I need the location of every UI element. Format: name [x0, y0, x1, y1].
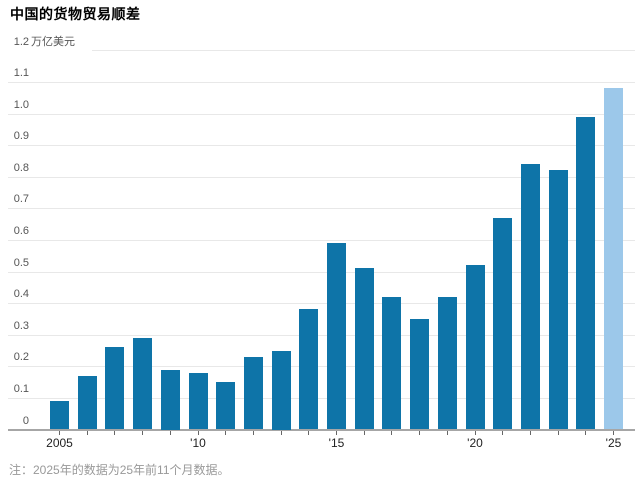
y-axis-tick-label: 0.1: [13, 382, 29, 395]
x-axis-tick-mark: [114, 430, 116, 435]
x-axis-tick-label: '25: [605, 435, 622, 450]
x-axis-tick-mark: [197, 430, 199, 435]
y-axis-tick-label: 0.6: [13, 224, 29, 237]
bar-2021: [493, 217, 513, 430]
bar-2025: [604, 88, 623, 430]
x-axis-tick-label: '20: [467, 435, 483, 450]
bar-2012: [243, 356, 263, 430]
gridline: [8, 397, 635, 399]
gridline: [92, 50, 635, 52]
x-axis-tick-mark: [59, 430, 60, 435]
bar-2018: [410, 318, 430, 430]
x-axis-tick-mark: [363, 430, 365, 435]
y-axis-tick-label: 1.0: [13, 98, 29, 111]
bar-2011: [216, 382, 236, 430]
bar-2006: [77, 375, 97, 430]
y-axis-tick-label: 0.3: [13, 319, 29, 332]
x-axis-tick-mark: [86, 430, 88, 435]
x-axis-tick-mark: [336, 430, 337, 435]
x-axis-tick-mark: [474, 430, 476, 435]
x-axis-tick-mark: [502, 430, 504, 435]
gridline: [8, 81, 635, 83]
bar-2015: [327, 243, 346, 430]
x-axis-tick-mark: [613, 430, 614, 435]
y-axis-unit-text: 万亿美元: [31, 36, 75, 49]
gridline: [8, 366, 635, 368]
y-axis-tick-label: 0.4: [13, 288, 29, 301]
y-axis-tick-label: 0.2: [13, 351, 29, 364]
x-axis-tick-mark: [225, 430, 227, 435]
bar-2008: [133, 337, 153, 430]
gridline: [8, 334, 635, 336]
bar-2014: [299, 309, 319, 430]
x-axis-line: [8, 428, 635, 431]
bar-2022: [520, 164, 540, 430]
y-axis-tick-label: 0.8: [13, 161, 29, 174]
gridline: [8, 176, 635, 178]
gridline: [8, 208, 635, 210]
gridline: [8, 145, 635, 147]
bar-2023: [548, 170, 568, 430]
bar-2007: [105, 347, 125, 430]
x-axis-tick-label: '15: [328, 435, 345, 450]
y-axis-tick-label: 0: [22, 414, 29, 427]
y-axis-tick-label: 0.7: [13, 193, 29, 206]
x-axis-tick-label: '10: [190, 435, 206, 450]
bar-2009: [160, 369, 180, 430]
x-axis-tick-mark: [529, 430, 531, 435]
gridline: [8, 113, 635, 115]
x-axis-tick-mark: [308, 430, 310, 435]
bar-2019: [437, 296, 457, 430]
y-axis-top-tick: 1.2: [13, 36, 29, 49]
x-axis-tick-mark: [280, 430, 282, 435]
x-axis-tick-mark: [585, 430, 587, 435]
bar-2013: [271, 350, 291, 430]
bar-2005: [50, 401, 69, 430]
x-axis-tick-label: 2005: [46, 435, 73, 450]
x-axis-tick-mark: [557, 430, 559, 435]
x-axis-tick-mark: [169, 430, 171, 435]
x-axis-tick-mark: [391, 430, 393, 435]
bar-2017: [382, 296, 402, 430]
x-axis-tick-mark: [419, 430, 421, 435]
y-axis-tick-label: 0.9: [13, 130, 29, 143]
bar-2024: [576, 116, 596, 430]
gridline: [8, 303, 635, 305]
y-axis-unit-label: 1.2 万亿美元: [0, 36, 75, 48]
bar-2016: [354, 268, 374, 430]
y-axis-tick-label: 1.1: [13, 66, 29, 79]
x-axis-tick-mark: [252, 430, 254, 435]
x-axis-tick-mark: [142, 430, 144, 435]
y-axis-tick-label: 0.5: [13, 256, 29, 269]
bar-2010: [188, 372, 208, 430]
chart-footnote: 注：2025年的数据为25年前11个月数据。: [9, 463, 230, 477]
x-axis-tick-mark: [446, 430, 448, 435]
chart-title: 中国的货物贸易顺差: [10, 6, 141, 22]
gridline: [8, 271, 635, 273]
bar-2020: [465, 265, 485, 430]
gridline: [8, 239, 635, 241]
